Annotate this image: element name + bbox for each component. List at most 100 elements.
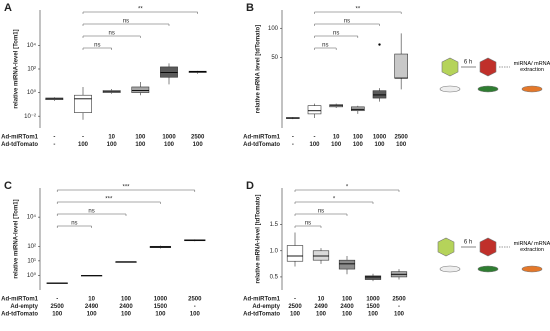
row-value: - <box>314 135 316 141</box>
y-axis-label: relative miRNA-level [Tom1] <box>14 199 20 278</box>
box <box>338 259 356 270</box>
significance: *** <box>122 185 130 191</box>
box <box>160 66 178 78</box>
significance: * <box>346 185 349 191</box>
bracket <box>314 11 402 14</box>
significance: ns <box>108 31 114 37</box>
box <box>394 53 408 79</box>
bracket <box>82 23 170 26</box>
row-value: 100 <box>394 312 405 318</box>
dish <box>521 85 543 93</box>
y-tick-label: 50 <box>271 55 278 61</box>
significance: ** <box>355 7 360 13</box>
row-value: 2500 <box>392 297 406 303</box>
bracket <box>56 225 92 228</box>
y-tick-label: 0.5 <box>270 275 279 281</box>
step-label: miRNA/ mRNA extraction <box>513 61 550 73</box>
box <box>307 105 322 115</box>
row-value: 100 <box>155 312 166 318</box>
row-value: 10 <box>318 297 325 303</box>
row-value: 1000 <box>154 297 168 303</box>
significance: ns <box>305 221 311 227</box>
row-value: 100 <box>353 135 364 141</box>
row-value: 100 <box>121 312 132 318</box>
time-label: 6 h <box>464 240 472 246</box>
row-value: - <box>53 135 55 141</box>
outlier <box>378 43 381 46</box>
virus-icon <box>441 57 459 77</box>
panel-label: C <box>4 180 12 192</box>
row-value: - <box>82 135 84 141</box>
row-value: 100 <box>368 312 379 318</box>
row-value: 2500 <box>51 304 65 310</box>
box <box>312 250 330 261</box>
row-value: 2400 <box>119 304 133 310</box>
row-value: 100 <box>353 142 364 148</box>
bracket <box>56 201 161 204</box>
significance: ns <box>322 43 328 49</box>
row-value: 1000 <box>373 135 387 141</box>
row-value: 1000 <box>162 135 176 141</box>
row-value: 1000 <box>366 297 380 303</box>
bracket <box>56 189 196 192</box>
bracket <box>294 225 322 228</box>
box <box>351 106 365 112</box>
row-value: - <box>292 142 294 148</box>
box <box>74 94 92 113</box>
row-value: 100 <box>331 142 342 148</box>
bracket <box>314 35 359 38</box>
row-value: 100 <box>342 297 353 303</box>
row-value: - <box>398 304 400 310</box>
schematic: 6 h miRNA/ mRNA extraction <box>439 57 550 93</box>
time-label: 6 h <box>464 60 472 66</box>
panel-label: B <box>246 2 254 14</box>
y-tick-label: 10² <box>27 244 36 250</box>
bracket <box>82 35 141 38</box>
bracket <box>294 189 400 192</box>
row-value: 2500 <box>394 135 408 141</box>
significance: * <box>333 197 336 203</box>
row-value: 100 <box>309 142 320 148</box>
row-name: Ad-empty <box>252 304 280 310</box>
y-tick-label: 1.0 <box>270 248 279 254</box>
y-tick-label: 1.5 <box>270 222 279 228</box>
dish <box>521 265 543 273</box>
schematic: 6 h miRNA/ mRNA extraction <box>437 237 550 273</box>
box <box>364 275 382 280</box>
bracket <box>294 213 348 216</box>
virus-icon <box>479 237 497 257</box>
row-value: 100 <box>135 135 146 141</box>
row-value: - <box>53 142 55 148</box>
y-tick-label: 10⁴ <box>27 42 37 49</box>
row-name: Ad-miRTom1 <box>243 297 281 303</box>
bracket <box>294 201 374 204</box>
y-tick-label: 100 <box>268 26 279 32</box>
box <box>372 90 387 99</box>
significance: ns <box>123 19 129 25</box>
step-label-box: miRNA/ mRNA extraction <box>513 61 550 73</box>
y-tick-label: 10⁰ <box>27 89 37 96</box>
row-value: 100 <box>107 142 118 148</box>
bracket <box>314 47 337 50</box>
box <box>131 86 150 93</box>
row-name: Ad-tdTomato <box>243 312 280 318</box>
y-axis-label: relative miRNA-level [Tom1] <box>14 29 20 108</box>
row-value: 2500 <box>191 135 205 141</box>
row-value: 100 <box>87 312 98 318</box>
dish <box>477 265 499 273</box>
row-value: 100 <box>290 312 301 318</box>
significance: ns <box>94 43 100 49</box>
row-value: - <box>294 297 296 303</box>
y-tick-label: 10⁰ <box>27 272 37 279</box>
step-label: miRNA/ mRNA extraction <box>513 241 550 253</box>
row-value: 2400 <box>340 304 354 310</box>
y-axis-label: relative mRNA level [tdTomato] <box>256 25 262 113</box>
significance: ns <box>344 19 350 25</box>
row-name: Ad-tdTomato <box>243 142 280 148</box>
dish <box>439 265 461 273</box>
row-name: Ad-tdTomato <box>1 312 38 318</box>
bracket <box>56 213 127 216</box>
row-value: 100 <box>374 142 385 148</box>
row-value: 100 <box>52 312 63 318</box>
